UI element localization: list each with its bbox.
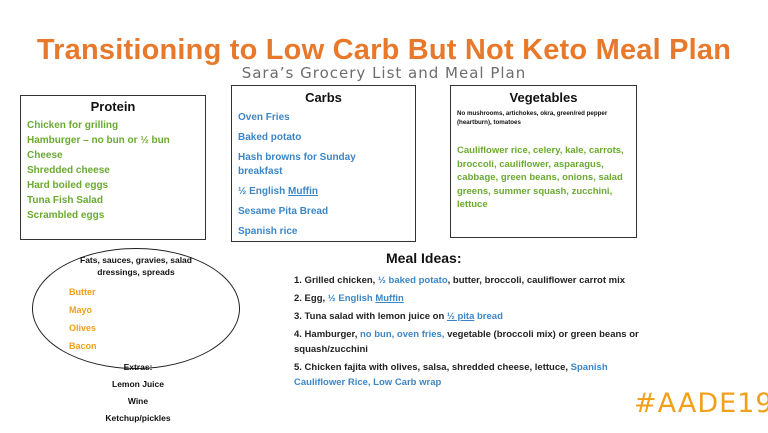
meal-idea: 2. Egg, ½ English Muffin [294,291,639,306]
carbs-heading: Carbs [305,90,342,105]
protein-item: Hamburger – no bun or ½ bun [27,135,170,146]
extras-item: Ketchup/pickles [105,413,171,423]
carbs-item: Spanish rice [238,226,298,237]
fats-item: Mayo [69,305,93,315]
carbs-item: Sesame Pita Bread [238,206,329,217]
meal-highlight: bread [474,311,503,322]
meal-idea: 1. Grilled chicken, ½ baked potato, butt… [294,273,639,288]
vegetables-list: Cauliflower rice, celery, kale, carrots,… [457,145,624,210]
extras-heading: Extras: [123,362,153,372]
fats-list: Butter Mayo Olives Bacon [69,283,97,355]
meal-text: 3. Tuna salad with lemon juice on [294,311,447,322]
meal-highlight: ½ baked potato [377,275,448,286]
vegetables-heading: Vegetables [509,90,578,105]
carbs-item: Oven Fries [238,112,290,123]
meal-text: 5. Chicken fajita with olives, salsa, sh… [294,362,571,373]
muffin-link-meal[interactable]: Muffin [375,293,404,304]
fats-ellipse [32,248,240,369]
fats-heading: Fats, sauces, gravies, salad dressings, … [80,255,192,277]
page-subtitle: Sara’s Grocery List and Meal Plan [241,64,527,82]
fats-item: Olives [69,323,97,333]
carbs-item-muffin: ½ English Muffin [238,185,411,199]
page-title: Transitioning to Low Carb But Not Keto M… [36,34,732,66]
protein-item: Hard boiled eggs [27,180,109,191]
vegetables-box: Vegetables No mushrooms, artichokes, okr… [450,85,637,238]
meal-text: vegetable (broccoli mix) or green beans … [294,329,639,355]
carbs-box: Carbs Oven Fries Baked potato Hash brown… [231,85,416,242]
extras-item: Wine [127,396,149,406]
meal-ideas-heading: Meal Ideas: [386,250,462,266]
aade19-logo: #AADE19 [634,388,768,419]
carbs-muffin-prefix: ½ English [238,186,289,197]
meal-idea: 5. Chicken fajita with olives, salsa, sh… [294,360,639,390]
fats-item: Butter [69,287,96,297]
protein-item: Chicken for grilling [27,120,119,131]
protein-item: Cheese [27,150,63,161]
extras-item: Lemon Juice [112,379,164,389]
meal-highlight: Spanish Cauliflower Rice, Low Carb wrap [294,362,608,388]
fats-item: Bacon [69,341,97,351]
meal-text: 2. Egg, [294,293,328,304]
muffin-link[interactable]: Muffin [288,186,319,197]
meal-highlight: ½ English [327,293,376,304]
carbs-item: Baked potato [238,132,302,143]
pita-link[interactable]: ½ pita [446,311,475,322]
meal-idea: 3. Tuna salad with lemon juice on ½ pita… [294,309,639,324]
meal-text: , butter, broccoli, cauliflower carrot m… [447,275,626,286]
carbs-item: Hash browns for Sunday breakfast [238,152,356,177]
meal-ideas-list: 1. Grilled chicken, ½ baked potato, butt… [294,273,639,390]
meal-idea: 4. Hamburger, no bun, oven fries, vegeta… [294,327,639,357]
protein-heading: Protein [90,99,136,114]
protein-box: Protein Chicken for grilling Hamburger –… [20,95,206,240]
meal-text: 4. Hamburger, [294,329,360,340]
vegetables-note: No mushrooms, artichokes, okra, green/re… [457,110,608,126]
meal-highlight: no bun, oven fries, [360,329,445,340]
meal-text: 1. Grilled chicken, [294,275,378,286]
extras-section: Extras: Lemon Juice Wine Ketchup/pickles [66,359,210,427]
protein-item: Tuna Fish Salad [27,195,103,206]
protein-item: Shredded cheese [27,165,110,176]
protein-item: Scrambled eggs [27,210,105,221]
